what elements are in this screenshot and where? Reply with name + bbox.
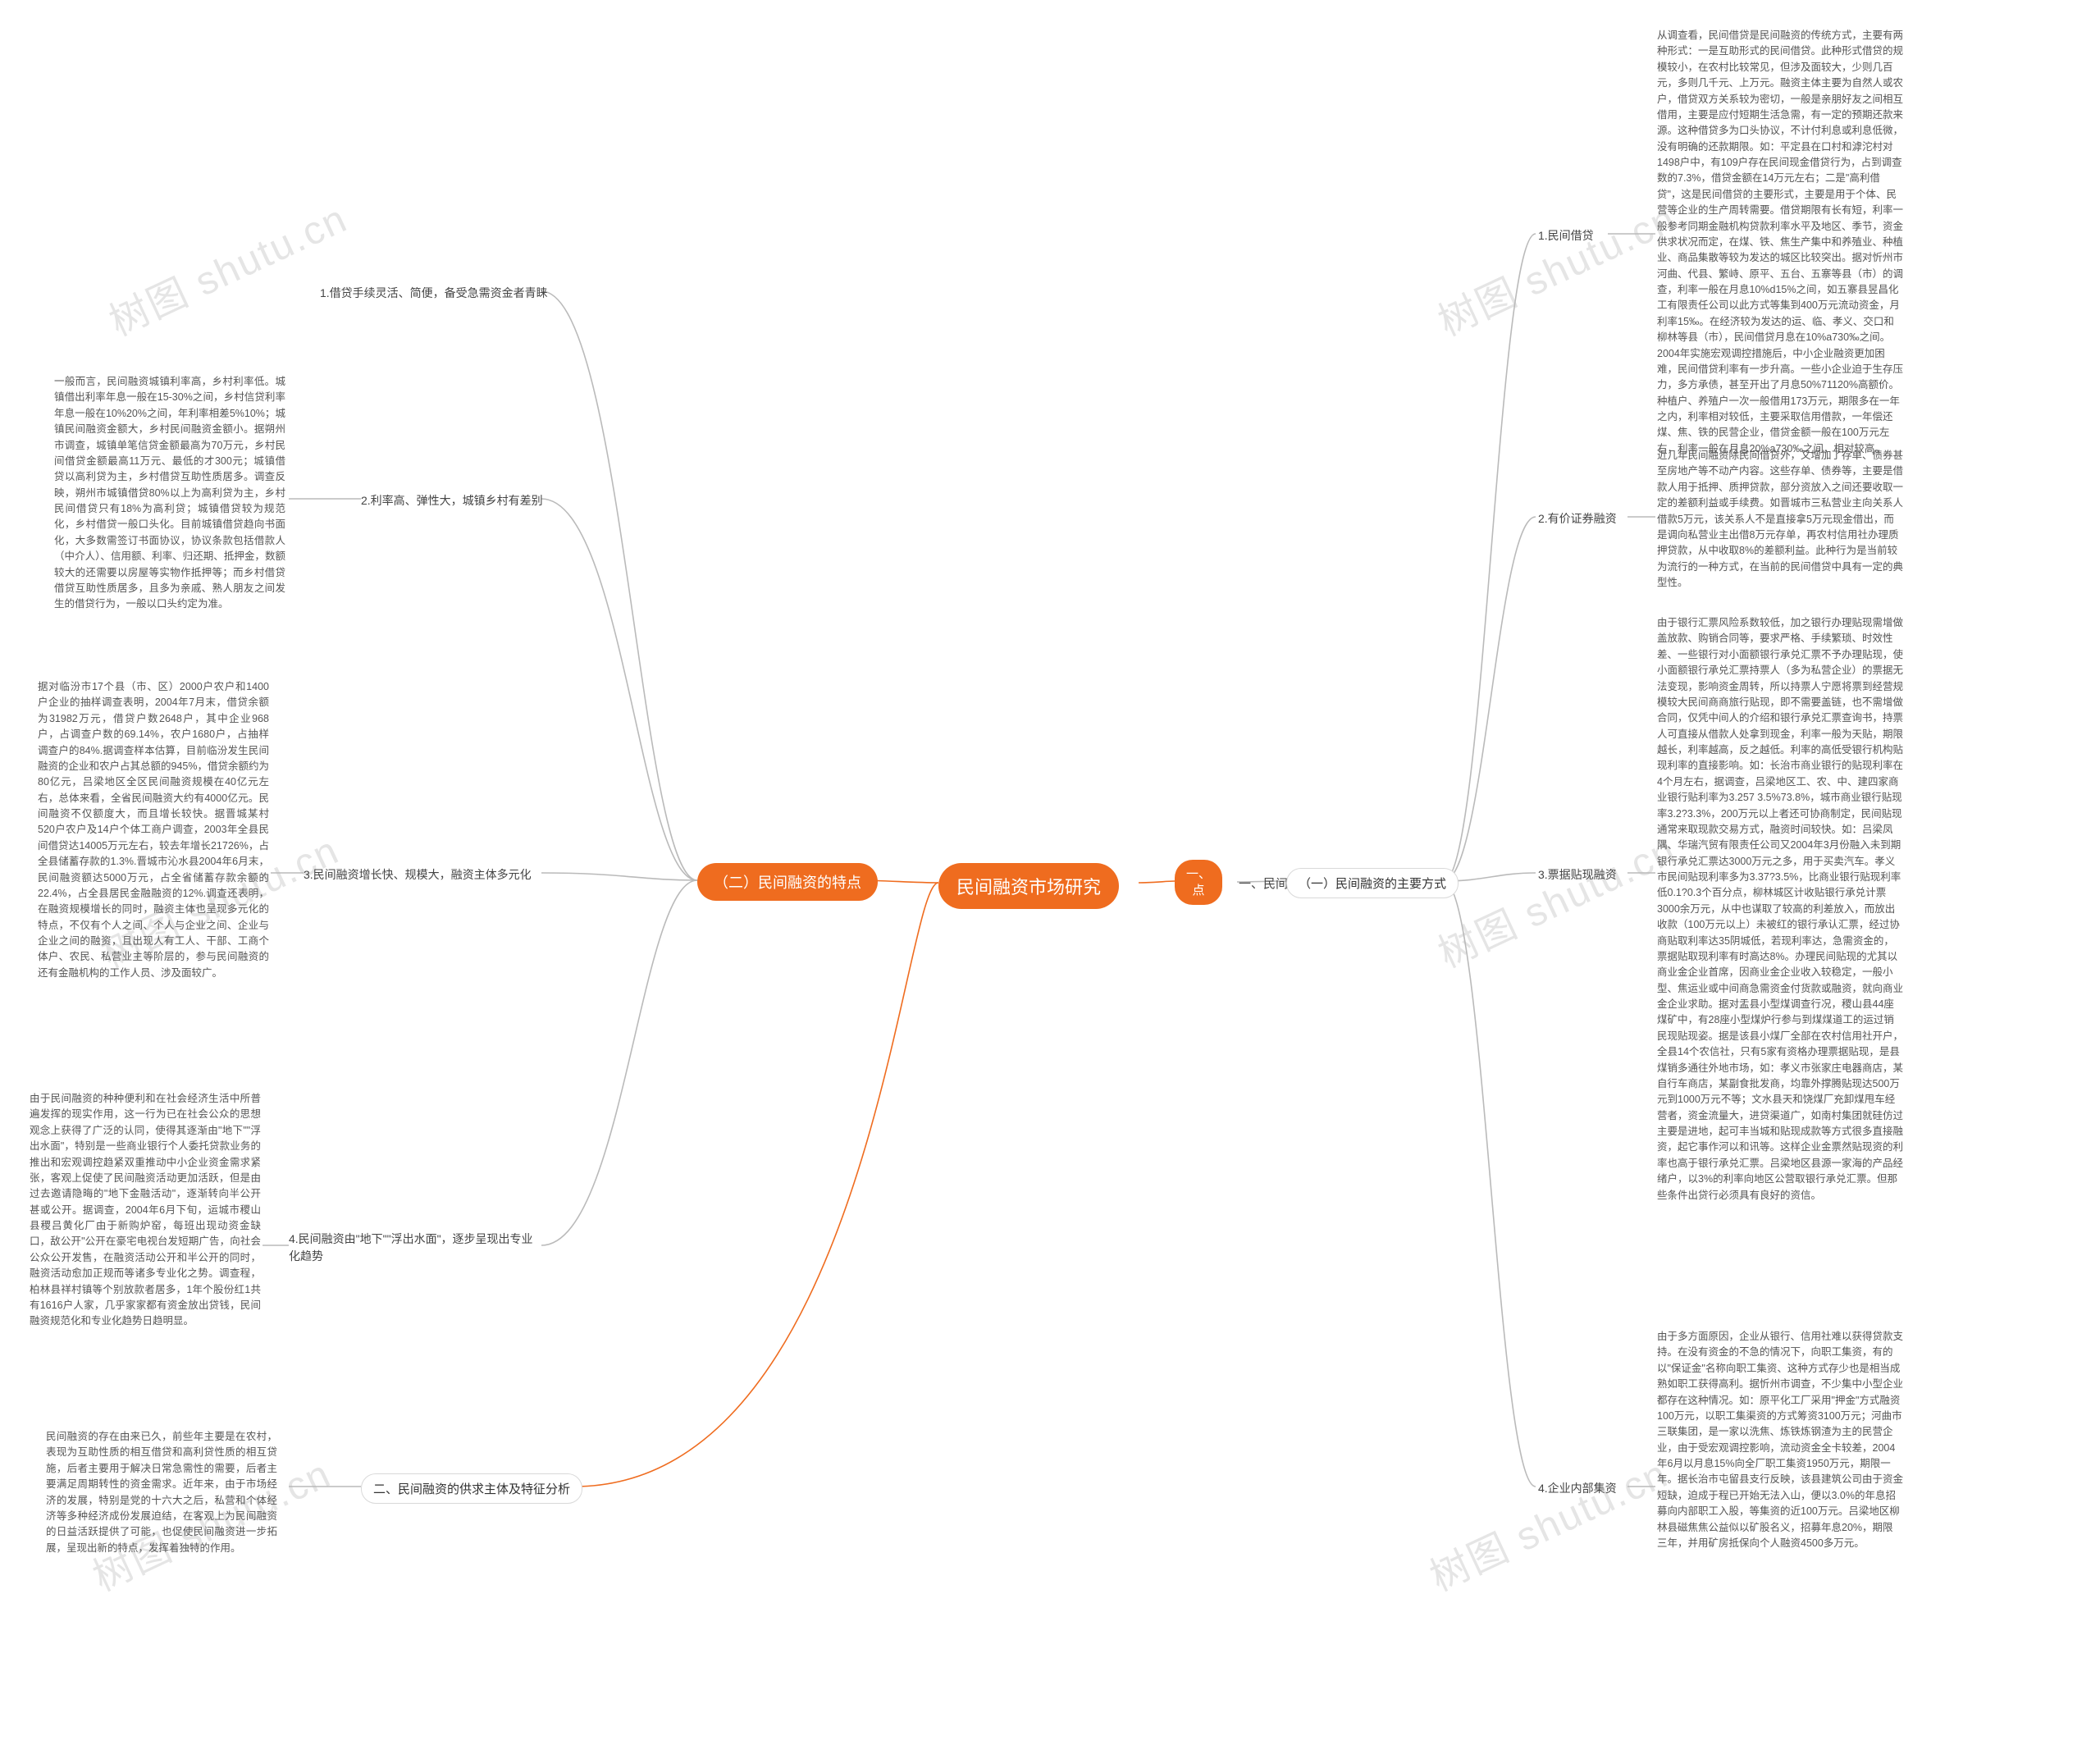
right-section-title: 一、 点 bbox=[1175, 860, 1222, 905]
left-leaf-3-detail: 据对临汾市17个县（市、区）2000户农户和1400户企业的抽样调查表明，200… bbox=[38, 679, 269, 981]
left-leaf-1: 1.借贷手续灵活、简便，备受急需资金者青睐 bbox=[320, 285, 548, 301]
left-leaf-4-detail: 由于民间融资的种种便利和在社会经济生活中所普遍发挥的现实作用，这一行为已在社会公… bbox=[30, 1091, 261, 1330]
right-section-title-line2: 点 bbox=[1193, 884, 1205, 897]
right-leaf-3: 3.票据贴现融资 bbox=[1538, 866, 1617, 883]
right-leaf-2: 2.有价证券融资 bbox=[1538, 510, 1617, 527]
right-leaf-4-detail: 由于多方面原因，企业从银行、信用社难以获得贷款支持。在没有资金的不急的情况下，向… bbox=[1657, 1329, 1903, 1551]
left-leaf-2: 2.利率高、弹性大，城镇乡村有差别 bbox=[361, 492, 543, 509]
watermark: 树图 shutu.cn bbox=[1427, 818, 1684, 979]
right-section-title-line1: 一、 bbox=[1186, 867, 1211, 881]
right-leaf-1-detail: 从调查看，民间借贷是民间融资的传统方式，主要有两种形式：一是互助形式的民间借贷。… bbox=[1657, 28, 1903, 457]
right-sub-node: （一）民间融资的主要方式 bbox=[1286, 868, 1459, 898]
left-leaf-3: 3.民间融资增长快、规模大，融资主体多元化 bbox=[304, 866, 532, 883]
watermark: 树图 shutu.cn bbox=[1419, 1441, 1676, 1602]
left-section-title: （二）民间融资的特点 bbox=[697, 863, 878, 901]
watermark: 树图 shutu.cn bbox=[98, 186, 355, 347]
right-leaf-3-detail: 由于银行汇票风险系数较低，加之银行办理贴现需增做盖放款、购销合同等，要求严格、手… bbox=[1657, 615, 1903, 1203]
left-leaf-4: 4.民间融资由"地下""浮出水面"，逐步呈现出专业化趋势 bbox=[289, 1231, 535, 1265]
right-leaf-1: 1.民间借贷 bbox=[1538, 227, 1594, 244]
right-leaf-4: 4.企业内部集资 bbox=[1538, 1480, 1617, 1496]
left2-detail: 民间融资的存在由来已久，前些年主要是在农村，表现为互助性质的相互借贷和高利贷性质… bbox=[46, 1429, 277, 1556]
left-leaf-2-detail: 一般而言，民间融资城镇利率高，乡村利率低。城镇借出利率年息一般在15-30%之间… bbox=[54, 374, 285, 613]
watermark: 树图 shutu.cn bbox=[1427, 186, 1684, 347]
left2-title: 二、民间融资的供求主体及特征分析 bbox=[361, 1473, 582, 1504]
right-leaf-2-detail: 近几年民间融资除民间借贷外，又增加了存单、债券甚至房地产等不动产内容。这些存单、… bbox=[1657, 448, 1903, 591]
center-node: 民间融资市场研究 bbox=[938, 863, 1119, 909]
